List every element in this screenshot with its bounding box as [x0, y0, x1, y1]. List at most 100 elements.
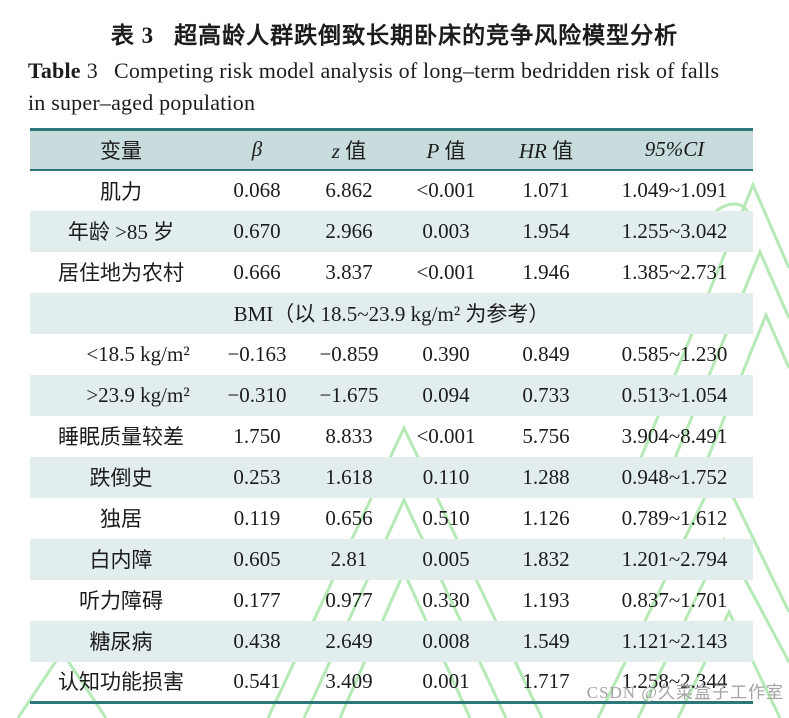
table-row: 肌力 0.068 6.862 <0.001 1.071 1.049~1.091: [30, 170, 753, 211]
cell-variable: 年龄 >85 岁: [67, 220, 175, 244]
table-header-row: 变量 β z 值 P 值 HR 值 95%CI: [30, 129, 753, 171]
cell-z: 2.649: [325, 628, 373, 653]
cell-z: 2.81: [330, 546, 368, 571]
cell-variable: 睡眠质量较差: [58, 425, 184, 449]
cell-beta: 0.438: [233, 628, 281, 653]
cell-beta: 0.666: [233, 259, 281, 284]
cell-z: 8.833: [325, 423, 373, 448]
cell-ci: 0.837~1.701: [621, 587, 728, 612]
cell-variable: >23.9 kg/m²: [86, 382, 190, 407]
col-header-hr: HR 值: [496, 129, 596, 171]
cell-p: 0.110: [422, 464, 470, 489]
table-row: 听力障碍 0.177 0.977 0.330 1.193 0.837~1.701: [30, 580, 753, 621]
cell-variable: 独居: [100, 507, 142, 531]
cell-beta: 1.750: [233, 423, 281, 448]
cell-hr: 1.549: [522, 628, 570, 653]
cell-ci: 0.513~1.054: [621, 382, 728, 407]
table-title-en: Table 3 Competing risk model analysis of l…: [0, 50, 789, 119]
table-title-en-line2: in super–aged population: [28, 90, 256, 115]
table-row: BMI（以 18.5~23.9 kg/m² 为参考）: [30, 292, 753, 334]
cell-z: 0.977: [325, 587, 373, 612]
cell-p: 0.003: [422, 218, 470, 243]
cell-variable: 白内障: [89, 548, 153, 572]
col-header-beta: β: [212, 129, 302, 171]
cell-variable: 糖尿病: [89, 630, 153, 654]
table-row: 跌倒史 0.253 1.618 0.110 1.288 0.948~1.752: [30, 456, 753, 498]
cell-ci: 1.121~2.143: [621, 628, 728, 653]
cell-hr: 1.832: [522, 546, 570, 571]
col-header-z: z 值: [302, 129, 396, 171]
cell-z: 0.656: [325, 505, 373, 530]
cell-hr: 1.954: [522, 218, 570, 243]
cell-z: 1.618: [325, 464, 373, 489]
table-number-en-num: 3: [86, 58, 98, 83]
table-title-zh: 表 3 超高龄人群跌倒致长期卧床的竞争风险模型分析: [0, 0, 789, 50]
cell-variable: 居住地为农村: [58, 261, 184, 285]
cell-hr: 1.126: [522, 505, 570, 530]
table-row: 白内障 0.605 2.81 0.005 1.832 1.201~2.794: [30, 538, 753, 580]
cell-p: <0.001: [416, 178, 476, 202]
table-row: 年龄 >85 岁 0.670 2.966 0.003 1.954 1.255~3.042: [30, 210, 753, 252]
cell-hr: 0.733: [522, 382, 570, 407]
cell-z: 6.862: [325, 178, 373, 202]
cell-beta: 0.253: [233, 464, 281, 489]
cell-hr: 1.946: [522, 259, 570, 284]
cell-ci: 0.789~1.612: [621, 505, 728, 530]
cell-p: 0.510: [422, 505, 470, 530]
cell-z: 3.409: [325, 668, 373, 693]
cell-p: 0.008: [422, 628, 470, 653]
cell-variable: 跌倒史: [89, 466, 153, 490]
cell-ci: 1.385~2.731: [621, 259, 728, 284]
table-row: 居住地为农村 0.666 3.837 <0.001 1.946 1.385~2.731: [30, 252, 753, 293]
cell-ci: 0.585~1.230: [621, 341, 728, 366]
cell-ci: 1.049~1.091: [621, 178, 728, 202]
col-header-variable: 变量: [30, 129, 212, 171]
cell-ci: 1.255~3.042: [621, 218, 728, 243]
cell-variable: BMI（以 18.5~23.9 kg/m² 为参考）: [233, 302, 550, 326]
cell-beta: 0.068: [233, 178, 281, 202]
cell-beta: 0.177: [233, 587, 281, 612]
cell-hr: 1.193: [522, 587, 570, 612]
cell-variable: 肌力: [100, 179, 142, 204]
cell-p: 0.094: [422, 382, 470, 407]
cell-ci: 1.201~2.794: [621, 546, 728, 571]
table-number-en-word: Table: [28, 58, 81, 83]
table-row: 糖尿病 0.438 2.649 0.008 1.549 1.121~2.143: [30, 620, 753, 662]
table-row: <18.5 kg/m² −0.163 −0.859 0.390 0.849 0.585~1…: [30, 334, 753, 375]
col-header-p: P 值: [396, 129, 496, 171]
cell-beta: 0.670: [233, 218, 281, 243]
cell-p: 0.001: [422, 668, 470, 693]
cell-beta: −0.163: [227, 341, 287, 366]
col-header-ci: 95%CI: [596, 129, 753, 171]
cell-hr: 1.717: [522, 668, 570, 693]
cell-z: −0.859: [319, 341, 379, 366]
cell-p: 0.005: [422, 546, 470, 571]
cell-p: <0.001: [416, 259, 476, 284]
cell-z: −1.675: [319, 382, 379, 407]
competing-risk-table: 变量 β z 值 P 值 HR 值 95%CI 肌力 0.068 6.862 <0.0…: [30, 128, 753, 704]
cell-variable: 认知功能损害: [58, 670, 184, 695]
csdn-watermark-text: CSDN @久菜盒子工作室: [586, 683, 784, 702]
cell-p: 0.330: [422, 587, 470, 612]
cell-variable: <18.5 kg/m²: [86, 341, 190, 366]
cell-variable: 听力障碍: [79, 589, 163, 613]
cell-z: 2.966: [325, 218, 373, 243]
table-number-zh: 表 3: [110, 23, 155, 48]
table-title-zh-text: 超高龄人群跌倒致长期卧床的竞争风险模型分析: [174, 23, 679, 48]
cell-beta: 0.541: [233, 668, 281, 693]
cell-ci: 0.948~1.752: [621, 464, 728, 489]
table-row: 睡眠质量较差 1.750 8.833 <0.001 5.756 3.904~8.491: [30, 416, 753, 457]
cell-ci: 3.904~8.491: [621, 423, 728, 448]
cell-hr: 1.288: [522, 464, 570, 489]
table-row: >23.9 kg/m² −0.310 −1.675 0.094 0.733 0.513~1…: [30, 374, 753, 416]
cell-z: 3.837: [325, 259, 373, 284]
cell-beta: −0.310: [227, 382, 287, 407]
cell-beta: 0.605: [233, 546, 281, 571]
cell-hr: 0.849: [522, 341, 570, 366]
cell-hr: 1.071: [522, 178, 570, 202]
cell-hr: 5.756: [522, 423, 570, 448]
table-title-en-line1: Competing risk model analysis of long–te…: [113, 58, 720, 83]
cell-beta: 0.119: [233, 505, 281, 530]
cell-p: 0.390: [422, 341, 470, 366]
table-body: 肌力 0.068 6.862 <0.001 1.071 1.049~1.091 年龄 >85…: [30, 170, 753, 703]
